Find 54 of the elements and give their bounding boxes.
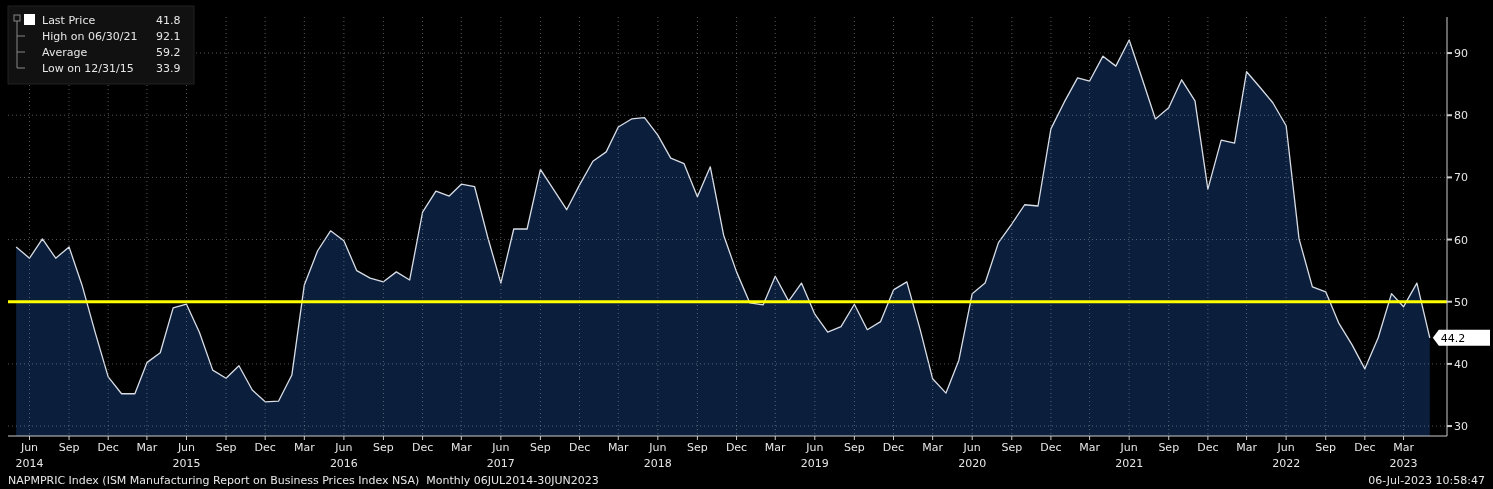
y-tick-label: 60 bbox=[1454, 233, 1468, 247]
x-tick-label: Sep bbox=[373, 441, 394, 454]
x-tick-label: Jun 2022 bbox=[1272, 441, 1301, 470]
text: NAPMPRIC Index (ISM Manufacturing Report on Business Prices Index NSA) Monthly 06JUL2014-30JUN2023 bbox=[8, 474, 599, 487]
x-tick-label: Sep bbox=[1158, 441, 1180, 454]
x-tick-label: Jun 2021 bbox=[1115, 441, 1144, 470]
x-tick-label: Jun 2015 bbox=[172, 441, 201, 470]
x-tick-label: Dec bbox=[725, 441, 748, 454]
x-tick-label: Dec bbox=[1197, 441, 1219, 454]
x-tick-label: Jun 2019 bbox=[800, 441, 829, 470]
x-tick-label: Sep bbox=[844, 441, 865, 454]
text: 06-Jul-2023 10:58:47 bbox=[1368, 474, 1485, 487]
y-tick-label: 40 bbox=[1454, 357, 1468, 371]
x-tick-label: Sep bbox=[530, 441, 551, 454]
annotation: 44.2 bbox=[1440, 331, 1466, 345]
y-tick-label: 50 bbox=[1454, 295, 1468, 309]
x-tick-label: Jun 2017 bbox=[486, 441, 515, 470]
x-tick-label: Mar bbox=[1236, 441, 1258, 454]
x-tick-label: Mar bbox=[764, 441, 787, 454]
x-tick-label: Sep bbox=[1001, 441, 1023, 454]
x-tick-label: Sep bbox=[1315, 441, 1337, 454]
annotation: Low on 12/31/15 bbox=[42, 62, 134, 75]
y-tick-label: 70 bbox=[1454, 171, 1468, 185]
x-tick-label: Mar bbox=[922, 441, 944, 454]
x-tick-label: Dec bbox=[97, 441, 119, 454]
y-tick-label: 80 bbox=[1454, 109, 1468, 123]
x-tick-label: Dec bbox=[882, 441, 905, 454]
x-tick-label: Mar bbox=[293, 441, 316, 454]
x-tick-label: Sep bbox=[215, 441, 237, 454]
x-tick-label: Mar bbox=[1079, 441, 1101, 454]
y-tick-label: 30 bbox=[1454, 420, 1468, 434]
x-tick-label: Mar bbox=[450, 441, 473, 454]
x-tick-label: Dec bbox=[568, 441, 591, 454]
x-tick-label: Sep bbox=[687, 441, 708, 454]
x-tick-label: Mar 2023 bbox=[1389, 441, 1418, 470]
text: Last Price bbox=[42, 14, 96, 27]
x-tick-label: Sep bbox=[58, 441, 80, 454]
x-tick-label: Dec bbox=[411, 441, 434, 454]
x-tick-label: Dec bbox=[254, 441, 276, 454]
x-tick-label: Jun 2014 bbox=[15, 441, 44, 470]
y-tick-label: 90 bbox=[1454, 47, 1468, 61]
x-tick-label: Jun 2016 bbox=[329, 441, 358, 470]
annotation: 33.9 bbox=[156, 62, 181, 75]
annotation: Average bbox=[42, 46, 88, 59]
x-tick-label: Jun 2020 bbox=[958, 441, 987, 470]
x-tick-label: Jun 2018 bbox=[643, 441, 672, 470]
annotation: 92.1 bbox=[156, 30, 181, 43]
annotation: 59.2 bbox=[156, 46, 181, 59]
x-tick-label: Dec bbox=[1354, 441, 1376, 454]
annotation: High on 06/30/21 bbox=[42, 30, 138, 43]
x-tick-label: Mar bbox=[607, 441, 630, 454]
annotation: 41.8 bbox=[156, 14, 181, 27]
x-tick-label: Mar bbox=[136, 441, 158, 454]
x-tick-label: Dec bbox=[1040, 441, 1062, 454]
